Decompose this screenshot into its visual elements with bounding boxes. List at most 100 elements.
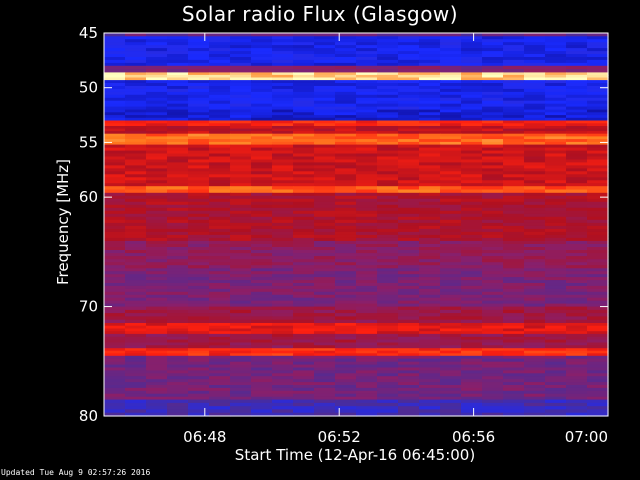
heatmap-cell: [146, 42, 168, 46]
heatmap-cell: [440, 288, 462, 293]
heatmap-cell: [419, 355, 441, 360]
heatmap-cell: [440, 328, 462, 332]
heatmap-cell: [335, 250, 357, 254]
heatmap-cell: [209, 171, 231, 175]
heatmap-cell: [566, 141, 588, 146]
heatmap-cell: [440, 316, 462, 321]
heatmap-cell: [272, 62, 294, 67]
heatmap-cell: [440, 48, 462, 52]
heatmap-cell: [209, 339, 231, 343]
heatmap-cell: [419, 106, 441, 111]
heatmap-cell: [398, 274, 420, 278]
heatmap-cell: [419, 297, 441, 302]
heatmap-cell: [377, 393, 399, 398]
heatmap-cell: [272, 177, 294, 181]
x-tick-label: 06:48: [183, 428, 226, 446]
heatmap-cell: [230, 131, 252, 135]
heatmap-cell: [104, 364, 126, 369]
heatmap-cell: [146, 280, 168, 284]
heatmap-cell: [251, 259, 273, 263]
heatmap-cell: [146, 144, 168, 149]
heatmap-cell: [125, 186, 147, 191]
heatmap-cell: [314, 325, 336, 329]
heatmap-cell: [167, 192, 189, 197]
heatmap-cell: [482, 387, 504, 392]
heatmap-cell: [461, 112, 483, 116]
heatmap-cell: [314, 156, 336, 161]
heatmap-cell: [419, 126, 441, 130]
heatmap-cell: [251, 385, 273, 389]
heatmap-cell: [587, 177, 609, 181]
heatmap-cell: [146, 274, 168, 278]
heatmap-cell: [356, 198, 378, 203]
heatmap-cell: [419, 77, 441, 81]
heatmap-cell: [146, 91, 168, 96]
heatmap-cell: [440, 51, 462, 55]
heatmap-cell: [188, 323, 210, 327]
heatmap-cell: [398, 396, 420, 401]
heatmap-cell: [230, 42, 252, 46]
heatmap-cell: [188, 247, 210, 251]
heatmap-cell: [503, 309, 525, 314]
heatmap-cell: [503, 100, 525, 105]
heatmap-cell: [230, 333, 252, 338]
heatmap-cell: [566, 128, 588, 132]
heatmap-cell: [272, 86, 294, 90]
heatmap-cell: [314, 339, 336, 343]
heatmap-cell: [524, 358, 546, 363]
heatmap-cell: [125, 86, 147, 90]
heatmap-cell: [461, 159, 483, 164]
heatmap-cell: [461, 291, 483, 296]
heatmap-cell: [209, 97, 231, 102]
heatmap-cell: [272, 97, 294, 102]
heatmap-cell: [188, 80, 210, 84]
heatmap-cell: [356, 234, 378, 239]
heatmap-cell: [482, 328, 504, 332]
heatmap-cell: [104, 195, 126, 200]
heatmap-cell: [272, 300, 294, 305]
heatmap-cell: [587, 48, 609, 52]
heatmap-cell: [314, 250, 336, 254]
heatmap-cell: [335, 207, 357, 212]
heatmap-cell: [314, 189, 336, 194]
heatmap-cell: [545, 159, 567, 164]
heatmap-cell: [461, 379, 483, 383]
heatmap-cell: [440, 192, 462, 197]
heatmap-cell: [167, 222, 189, 227]
heatmap-cell: [482, 319, 504, 324]
heatmap-cell: [440, 294, 462, 299]
heatmap-cell: [377, 222, 399, 227]
heatmap-cell: [146, 396, 168, 401]
heatmap-cell: [503, 77, 525, 81]
heatmap-cell: [230, 247, 252, 251]
heatmap-cell: [125, 207, 147, 212]
heatmap-cell: [587, 180, 609, 184]
heatmap-cell: [188, 171, 210, 175]
heatmap-cell: [335, 117, 357, 122]
heatmap-cell: [587, 373, 609, 377]
heatmap-cell: [125, 399, 147, 404]
heatmap-cell: [314, 333, 336, 338]
heatmap-cell: [293, 207, 315, 212]
heatmap-cell: [125, 33, 147, 37]
heatmap-cell: [125, 36, 147, 40]
heatmap-cell: [398, 106, 420, 111]
heatmap-cell: [167, 69, 189, 73]
heatmap-cell: [188, 195, 210, 200]
heatmap-cell: [461, 86, 483, 90]
heatmap-cell: [125, 259, 147, 263]
heatmap-cell: [146, 367, 168, 371]
heatmap-cell: [419, 86, 441, 90]
heatmap-cell: [272, 192, 294, 197]
heatmap-cell: [503, 36, 525, 40]
heatmap-cell: [188, 225, 210, 230]
heatmap-cell: [461, 399, 483, 404]
heatmap-cell: [398, 109, 420, 113]
heatmap-cell: [146, 376, 168, 380]
heatmap-cell: [503, 316, 525, 321]
heatmap-cell: [104, 45, 126, 49]
heatmap-cell: [524, 364, 546, 369]
heatmap-cell: [377, 274, 399, 278]
heatmap-cell: [440, 171, 462, 175]
heatmap-cell: [419, 339, 441, 343]
